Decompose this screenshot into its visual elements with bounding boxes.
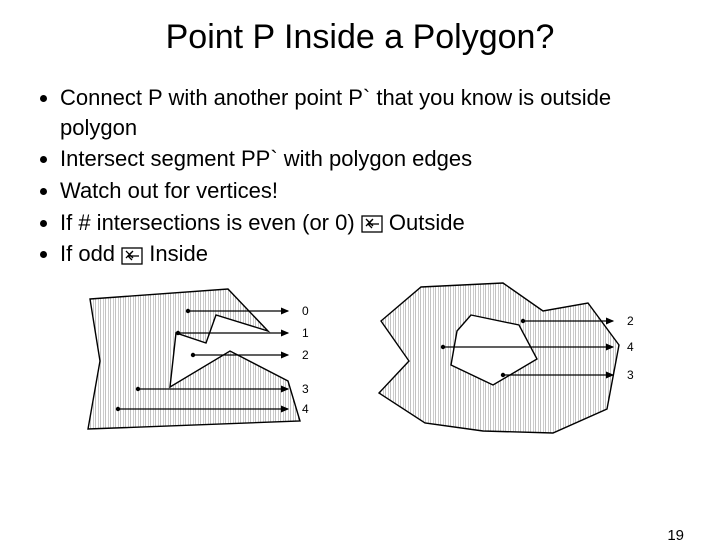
figures-row: 0 1 2 3 4 2 4 3 — [0, 281, 720, 441]
svg-text:0: 0 — [302, 304, 309, 318]
arrow-left-boxed-icon — [121, 247, 143, 265]
svg-text:1: 1 — [302, 326, 309, 340]
figure-right: 2 4 3 — [373, 281, 643, 441]
arrow-left-boxed-icon — [361, 215, 383, 233]
svg-text:4: 4 — [627, 340, 634, 354]
bullet-item: If # intersections is even (or 0) Outsid… — [60, 208, 684, 238]
bullet-text-a: If # intersections is even (or 0) — [60, 210, 361, 235]
svg-text:4: 4 — [302, 402, 309, 416]
svg-text:3: 3 — [627, 368, 634, 382]
figure-left: 0 1 2 3 4 — [78, 281, 333, 441]
page-number: 19 — [667, 527, 684, 544]
bullet-item: Connect P with another point P` that you… — [60, 83, 684, 142]
bullet-text-b: Inside — [143, 241, 208, 266]
bullet-item: If odd Inside — [60, 239, 684, 269]
bullet-text-a: Connect P with another point P` that you… — [60, 85, 611, 140]
svg-text:3: 3 — [302, 382, 309, 396]
bullet-text-a: If odd — [60, 241, 121, 266]
bullet-text-a: Watch out for vertices! — [60, 178, 278, 203]
bullet-list: Connect P with another point P` that you… — [60, 83, 684, 269]
svg-text:2: 2 — [627, 314, 634, 328]
bullet-item: Intersect segment PP` with polygon edges — [60, 144, 684, 174]
bullet-text-b: Outside — [383, 210, 465, 235]
svg-text:2: 2 — [302, 348, 309, 362]
bullet-item: Watch out for vertices! — [60, 176, 684, 206]
bullet-text-a: Intersect segment PP` with polygon edges — [60, 146, 472, 171]
page-title: Point P Inside a Polygon? — [0, 18, 720, 57]
